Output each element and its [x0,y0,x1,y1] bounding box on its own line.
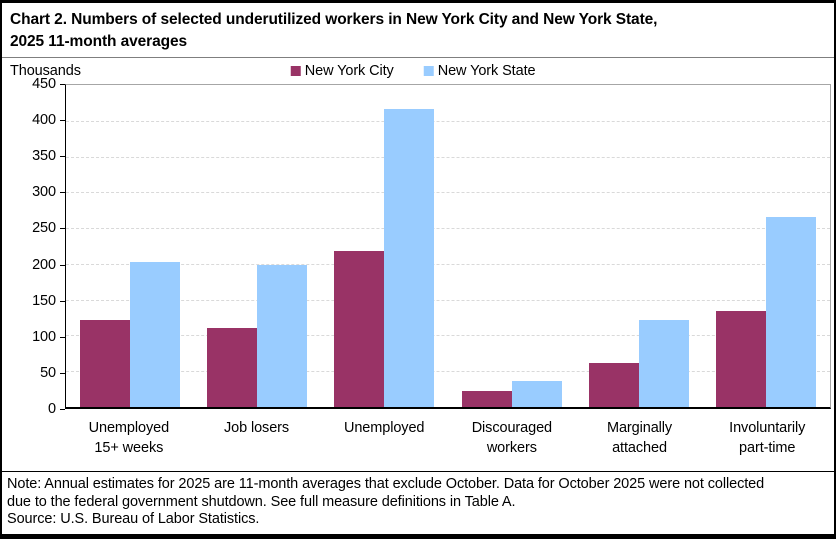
y-axis-tick-mark [60,84,65,85]
bar-group-marginally-attached [575,85,702,407]
gridline-150 [66,299,830,301]
x-axis-labels: Unemployed 15+ weeks Job losers Unemployed D… [65,409,831,471]
bar-new-york-state-discouraged-workers [511,380,562,407]
bar-group-job-losers [193,85,320,407]
x-axis-category-label-unemployed-15-weeks: Unemployed 15+ weeks [88,420,170,456]
bar-new-york-city-job-losers [206,328,257,407]
chart-title: Chart 2. Numbers of selected underutiliz… [2,3,834,53]
note-line: due to the federal government shutdown. … [7,493,516,510]
bar-new-york-state-unemployed [384,108,435,407]
y-axis-tick-mark [60,228,65,230]
gridline-350 [66,156,830,158]
legend-swatch-nys [423,66,434,76]
bar-new-york-state-involuntarily-part-time [766,216,817,407]
y-axis-tick-label-400: 400 [32,112,56,129]
bar-new-york-state-marginally-attached [638,319,689,407]
chart-meta-row: Thousands New York City New York State [2,58,834,84]
gridline-300 [66,192,830,194]
y-axis-tick-mark [60,156,65,158]
bar-group-involuntarily-part-time [703,85,830,407]
plot-area [65,84,831,409]
y-axis-tick-label-150: 150 [32,292,56,309]
gridline-200 [66,263,830,265]
x-axis-category-label-unemployed: Unemployed [343,420,425,436]
y-axis-tick-mark [60,300,65,302]
gridline-100 [66,335,830,337]
chart-title-line1: Chart 2. Numbers of selected underutiliz… [10,11,658,28]
x-axis-category-label-involuntarily-part-time: Involuntarily part-time [729,420,806,456]
y-axis-tick-mark [60,336,65,338]
bar-new-york-city-unemployed-15-weeks [79,320,130,407]
y-axis-tick-label-250: 250 [32,220,56,237]
y-axis-tick-label-200: 200 [32,256,56,273]
y-axis-tick-mark [60,372,65,374]
legend: New York City New York State [290,63,536,79]
legend-item-nys: New York State [423,63,536,79]
y-axis-tick-label-350: 350 [32,148,56,165]
y-axis-tick-label-0: 0 [48,401,56,417]
gridline-50 [66,371,830,373]
bar-group-unemployed [321,85,448,407]
x-axis-category-label-marginally-attached: Marginally attached [606,420,673,456]
bar-new-york-city-discouraged-workers [461,390,512,407]
y-axis-tick-label-450: 450 [32,76,56,92]
y-axis-tick-label-300: 300 [32,184,56,201]
x-axis-category-label-discouraged-workers: Discouraged workers [471,420,552,456]
plot-row: 450 400 350 300 250 200 150 100 50 0 [2,76,834,417]
gridline-250 [66,228,830,230]
note-text: Note: Annual estimates for 2025 are 11-m… [7,476,829,511]
footer-notes: Note: Annual estimates for 2025 are 11-m… [2,472,834,529]
bar-new-york-state-unemployed-15-weeks [129,261,180,407]
source-text: Source: U.S. Bureau of Labor Statistics. [7,511,260,527]
bar-new-york-state-job-losers [256,264,307,407]
chart-title-line2: 2025 11-month averages [10,33,188,50]
y-axis-tick-mark [60,264,65,266]
bar-new-york-city-marginally-attached [588,362,639,407]
y-axis-tick-mark [60,192,65,194]
note-line: Note: Annual estimates for 2025 are 11-m… [7,476,765,492]
y-axis-tick-label-50: 50 [40,364,56,381]
bar-groups [66,85,830,407]
bar-group-unemployed-15-weeks [66,85,193,407]
legend-swatch-nyc [290,66,301,76]
bar-group-discouraged-workers [448,85,575,407]
gridline-400 [66,120,830,122]
y-axis-tick-mark [60,409,65,410]
legend-item-nyc: New York City [290,63,394,79]
y-axis-tick-mark [60,120,65,122]
bar-new-york-city-unemployed [334,251,385,407]
note-divider [2,471,834,472]
title-divider [2,57,834,58]
x-axis-category-label-job-losers: Job losers [223,420,290,436]
y-axis-units-label: Thousands [10,63,81,79]
bar-new-york-city-involuntarily-part-time [716,311,767,407]
y-axis-tick-label-100: 100 [32,328,56,345]
legend-label-nys: New York State [437,63,536,79]
legend-label-nyc: New York City [304,63,394,79]
